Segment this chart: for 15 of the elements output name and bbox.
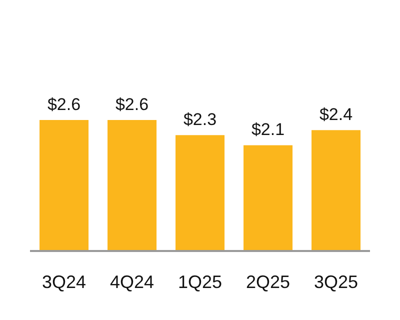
- bar: [108, 120, 157, 251]
- x-tick-label: 4Q24: [110, 272, 154, 292]
- data-label: $2.1: [251, 120, 285, 140]
- x-tick-label: 2Q25: [246, 272, 290, 292]
- x-tick-label: 1Q25: [178, 272, 222, 292]
- data-label: $2.4: [319, 105, 353, 124]
- data-label: $2.3: [183, 110, 217, 130]
- x-tick-label: 3Q25: [314, 272, 358, 292]
- bar: [312, 130, 361, 251]
- bar: [40, 120, 89, 251]
- data-label: $2.6: [47, 95, 81, 114]
- data-label: $2.6: [115, 95, 149, 114]
- bar: [244, 145, 293, 251]
- x-tick-label: 3Q24: [42, 272, 86, 292]
- bar: [176, 135, 225, 251]
